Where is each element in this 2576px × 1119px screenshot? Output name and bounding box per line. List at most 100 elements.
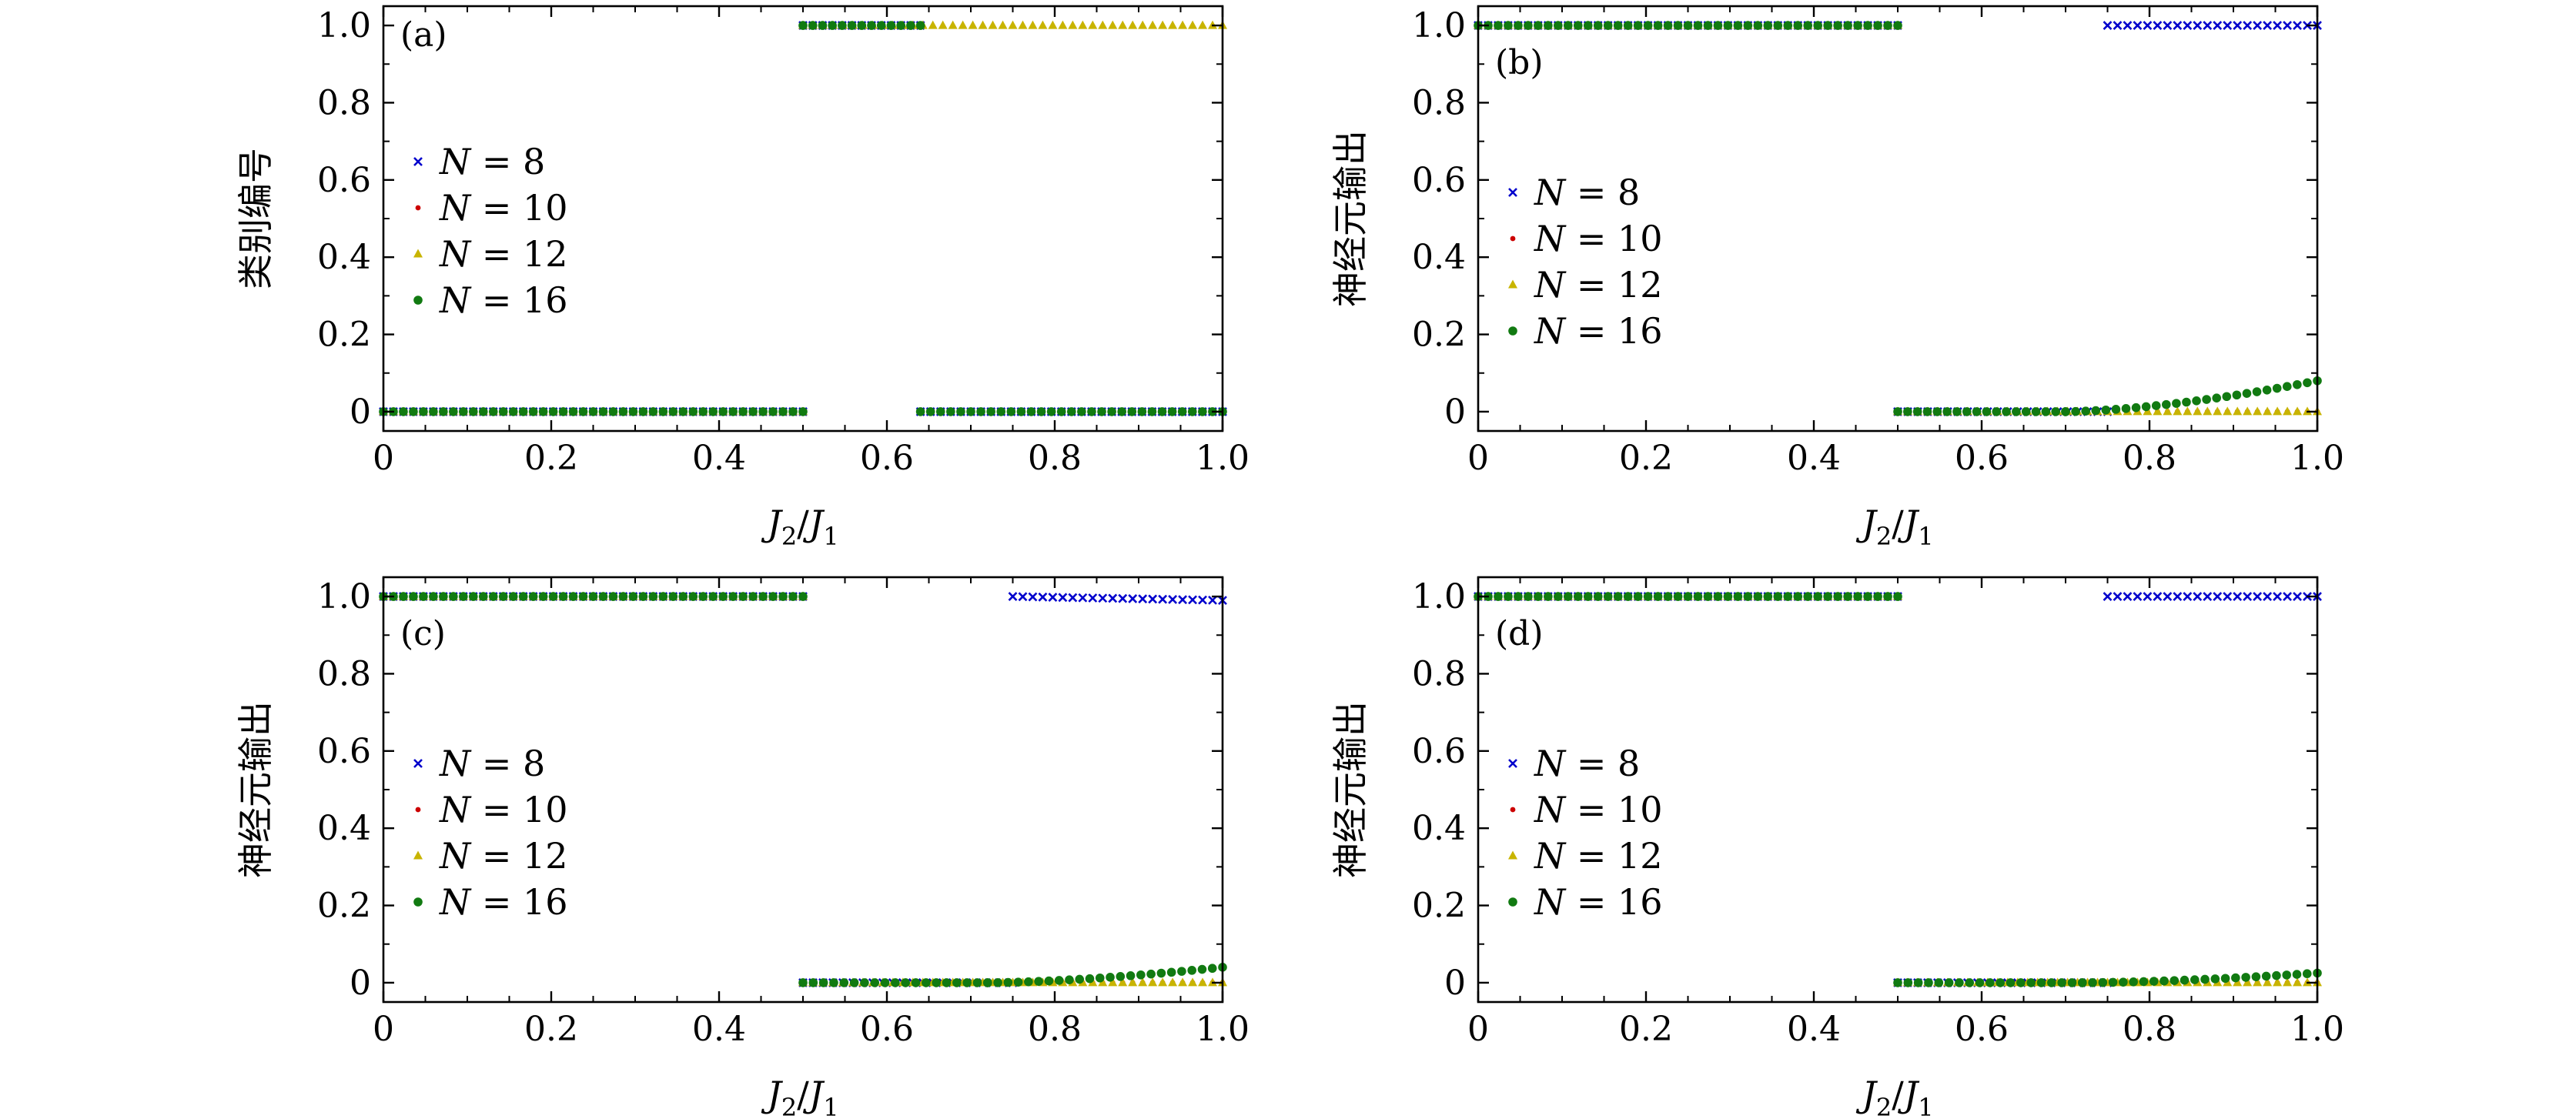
legend-marker-N8 (1508, 759, 1517, 768)
data-point (1554, 592, 1563, 601)
x-tick-label: 0.4 (692, 439, 746, 478)
data-point (948, 20, 958, 29)
data-point (2253, 977, 2263, 987)
data-point (1623, 21, 1633, 30)
data-point (1078, 593, 1088, 603)
legend-marker-N16 (413, 296, 423, 305)
x-axis-label: J2/J1 (1855, 503, 1933, 551)
y-axis-label: 神经元输出 (1330, 701, 1371, 878)
data-point (1982, 407, 1992, 416)
data-point (468, 407, 478, 416)
data-point (2241, 973, 2250, 982)
data-point (808, 978, 818, 987)
data-point (1068, 593, 1078, 603)
data-point (1018, 20, 1028, 29)
data-point (1178, 595, 1188, 605)
data-point (2282, 970, 2291, 980)
data-point (2101, 405, 2111, 415)
data-point (488, 592, 498, 601)
data-point (2103, 21, 2113, 31)
data-point (2162, 399, 2171, 409)
data-point (1156, 968, 1166, 978)
data-point (867, 21, 876, 30)
data-point (768, 407, 778, 416)
y-tick-label: 0 (1444, 392, 1466, 432)
data-point (1883, 592, 1892, 601)
data-point (498, 407, 508, 416)
data-point (1663, 21, 1673, 30)
data-point (2213, 406, 2223, 416)
legend-marker-N16 (1508, 326, 1517, 336)
data-point (1146, 969, 1156, 979)
data-point (1198, 20, 1208, 29)
data-point (1992, 407, 2002, 416)
data-point (449, 407, 458, 416)
data-point (748, 592, 758, 601)
data-point (1036, 407, 1046, 416)
data-point (1932, 407, 1942, 416)
data-point (849, 978, 859, 987)
data-point (798, 592, 808, 601)
data-point (915, 21, 925, 30)
data-point (2243, 592, 2253, 602)
data-point (2292, 970, 2302, 979)
data-point (2253, 592, 2263, 602)
y-axis-label: 神经元输出 (235, 701, 276, 878)
data-point (1077, 407, 1086, 416)
data-point (588, 407, 598, 416)
data-point (2071, 406, 2080, 416)
data-point (988, 20, 998, 29)
data-point (538, 592, 548, 601)
data-point (1148, 594, 1158, 604)
data-point (2223, 21, 2233, 31)
data-point (983, 978, 992, 987)
data-point (1613, 21, 1623, 30)
data-point (2078, 978, 2087, 987)
data-point (1168, 977, 1178, 987)
data-point (1723, 592, 1733, 601)
x-axis-label: J2/J1 (1855, 1074, 1933, 1119)
data-point (598, 407, 608, 416)
data-point (2163, 21, 2173, 31)
legend-entry-N16: N = 16 (1534, 310, 1663, 352)
data-point (2220, 974, 2230, 984)
x-tick-label: 0.6 (1955, 439, 2009, 478)
legend: N = 8 N = 10 N = 12N = 16 (413, 743, 568, 923)
data-point (2242, 389, 2252, 398)
data-point (2163, 592, 2173, 602)
data-point (2283, 592, 2292, 602)
data-point (2180, 975, 2190, 985)
data-point (1793, 21, 1803, 30)
data-point (1944, 978, 1954, 987)
data-point (958, 20, 968, 29)
data-point (1573, 21, 1583, 30)
data-point (2133, 592, 2143, 602)
data-point (2149, 977, 2159, 986)
data-point (1128, 977, 1138, 987)
data-point (1603, 21, 1613, 30)
y-tick-label: 0.8 (317, 83, 371, 122)
data-point (2232, 390, 2242, 400)
data-point (1207, 964, 1217, 974)
data-point (1208, 595, 1217, 605)
data-point (925, 407, 935, 416)
data-point (538, 407, 548, 416)
data-point (708, 407, 718, 416)
data-point (1018, 592, 1028, 602)
data-point (966, 407, 975, 416)
data-point (1038, 20, 1048, 29)
data-point (1863, 21, 1872, 30)
data-point (1863, 592, 1872, 601)
y-axis-label: 神经元输出 (1330, 130, 1371, 307)
data-point (1198, 595, 1207, 605)
data-point (2293, 379, 2302, 389)
data-point (2272, 383, 2282, 393)
data-point (808, 21, 818, 30)
data-point (1623, 592, 1633, 601)
x-tick-label: 0.2 (1619, 1010, 1673, 1049)
data-point (2012, 407, 2021, 416)
data-point (778, 407, 788, 416)
data-point (1843, 21, 1852, 30)
data-point (658, 407, 668, 416)
data-point (2183, 592, 2193, 602)
